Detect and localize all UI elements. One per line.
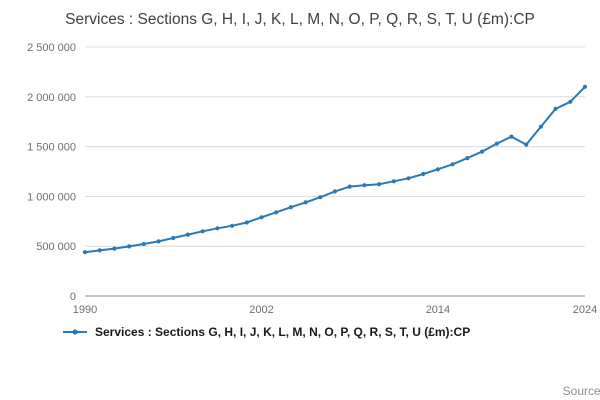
legend-line-icon — [63, 329, 87, 335]
svg-text:0: 0 — [70, 291, 76, 303]
line-chart: 0 500 000 1 000 000 1 500 000 2 000 000 2 500… — [27, 42, 597, 316]
svg-text:1990: 1990 — [73, 304, 97, 316]
svg-text:1 000 000: 1 000 000 — [27, 191, 76, 203]
svg-text:500 000: 500 000 — [36, 241, 76, 253]
legend-label: Services : Sections G, H, I, J, K, L, M,… — [95, 324, 471, 339]
legend-item-services[interactable]: Services : Sections G, H, I, J, K, L, M,… — [62, 325, 600, 339]
svg-text:2002: 2002 — [249, 304, 273, 316]
svg-text:2024: 2024 — [573, 304, 597, 316]
svg-text:2 500 000: 2 500 000 — [27, 42, 76, 54]
svg-text:1 500 000: 1 500 000 — [27, 142, 76, 154]
svg-text:2014: 2014 — [426, 304, 450, 316]
chart-title: Services : Sections G, H, I, J, K, L, M,… — [65, 11, 535, 28]
source-label: Source: — [562, 384, 600, 398]
svg-text:2 000 000: 2 000 000 — [27, 92, 76, 104]
